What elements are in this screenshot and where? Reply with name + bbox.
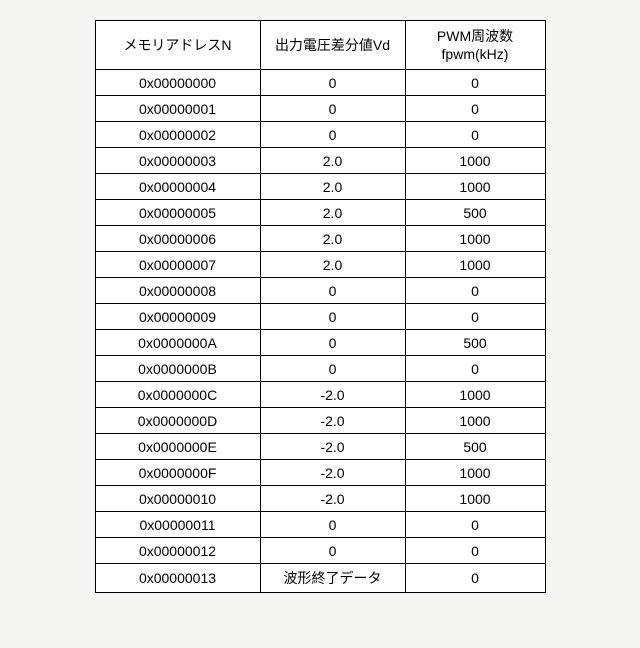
cell-fpwm: 1000: [405, 382, 545, 408]
cell-vd: -2.0: [260, 408, 405, 434]
table-row: 0x0000000100: [95, 96, 545, 122]
table-row: 0x0000000B00: [95, 356, 545, 382]
cell-vd: -2.0: [260, 434, 405, 460]
cell-vd: 0: [260, 70, 405, 96]
cell-fpwm: 1000: [405, 148, 545, 174]
cell-vd: 0: [260, 512, 405, 538]
table-row: 0x00000010-2.01000: [95, 486, 545, 512]
table-row: 0x0000000C-2.01000: [95, 382, 545, 408]
table-row: 0x0000001100: [95, 512, 545, 538]
cell-fpwm: 1000: [405, 226, 545, 252]
cell-fpwm: 1000: [405, 408, 545, 434]
cell-fpwm: 0: [405, 538, 545, 564]
cell-vd: -2.0: [260, 486, 405, 512]
cell-address: 0x0000000C: [95, 382, 260, 408]
cell-address: 0x00000005: [95, 200, 260, 226]
cell-address: 0x00000012: [95, 538, 260, 564]
cell-address: 0x00000009: [95, 304, 260, 330]
cell-vd: 0: [260, 538, 405, 564]
cell-vd: 0: [260, 330, 405, 356]
memory-address-table: メモリアドレスN 出力電圧差分値Vd PWM周波数fpwm(kHz) 0x000…: [95, 20, 546, 593]
cell-address: 0x00000004: [95, 174, 260, 200]
cell-vd: 2.0: [260, 252, 405, 278]
cell-fpwm: 0: [405, 70, 545, 96]
cell-fpwm: 0: [405, 304, 545, 330]
cell-fpwm: 1000: [405, 460, 545, 486]
table-row: 0x000000062.01000: [95, 226, 545, 252]
table-row: 0x0000001200: [95, 538, 545, 564]
cell-address: 0x00000000: [95, 70, 260, 96]
cell-vd: -2.0: [260, 382, 405, 408]
cell-address: 0x0000000D: [95, 408, 260, 434]
table-row: 0x000000072.01000: [95, 252, 545, 278]
cell-fpwm: 0: [405, 356, 545, 382]
header-row: メモリアドレスN 出力電圧差分値Vd PWM周波数fpwm(kHz): [95, 21, 545, 70]
table-row: 0x00000013波形終了データ0: [95, 564, 545, 593]
cell-address: 0x0000000B: [95, 356, 260, 382]
cell-address: 0x00000002: [95, 122, 260, 148]
cell-vd: -2.0: [260, 460, 405, 486]
cell-address: 0x0000000E: [95, 434, 260, 460]
cell-fpwm: 0: [405, 96, 545, 122]
cell-fpwm: 1000: [405, 486, 545, 512]
cell-vd: 波形終了データ: [260, 564, 405, 593]
cell-fpwm: 0: [405, 122, 545, 148]
table-row: 0x0000000E-2.0500: [95, 434, 545, 460]
cell-fpwm: 500: [405, 434, 545, 460]
cell-fpwm: 1000: [405, 174, 545, 200]
table-row: 0x0000000900: [95, 304, 545, 330]
header-memory-address: メモリアドレスN: [95, 21, 260, 70]
cell-address: 0x00000010: [95, 486, 260, 512]
table-row: 0x000000032.01000: [95, 148, 545, 174]
cell-address: 0x00000001: [95, 96, 260, 122]
cell-fpwm: 0: [405, 278, 545, 304]
cell-address: 0x00000008: [95, 278, 260, 304]
cell-address: 0x00000007: [95, 252, 260, 278]
cell-vd: 2.0: [260, 200, 405, 226]
header-pwm-frequency: PWM周波数fpwm(kHz): [405, 21, 545, 70]
cell-address: 0x00000011: [95, 512, 260, 538]
cell-vd: 0: [260, 356, 405, 382]
cell-address: 0x00000006: [95, 226, 260, 252]
table-body: 0x00000000000x00000001000x00000002000x00…: [95, 70, 545, 593]
table-row: 0x0000000F-2.01000: [95, 460, 545, 486]
table-row: 0x0000000D-2.01000: [95, 408, 545, 434]
cell-vd: 2.0: [260, 148, 405, 174]
cell-address: 0x00000003: [95, 148, 260, 174]
cell-address: 0x00000013: [95, 564, 260, 593]
cell-vd: 2.0: [260, 174, 405, 200]
cell-vd: 0: [260, 122, 405, 148]
cell-fpwm: 1000: [405, 252, 545, 278]
table-row: 0x0000000000: [95, 70, 545, 96]
cell-vd: 0: [260, 278, 405, 304]
cell-fpwm: 500: [405, 200, 545, 226]
cell-address: 0x0000000F: [95, 460, 260, 486]
table-row: 0x0000000800: [95, 278, 545, 304]
cell-fpwm: 500: [405, 330, 545, 356]
cell-vd: 2.0: [260, 226, 405, 252]
cell-fpwm: 0: [405, 564, 545, 593]
table-header: メモリアドレスN 出力電圧差分値Vd PWM周波数fpwm(kHz): [95, 21, 545, 70]
cell-vd: 0: [260, 96, 405, 122]
cell-fpwm: 0: [405, 512, 545, 538]
table-row: 0x0000000200: [95, 122, 545, 148]
table-row: 0x0000000A0500: [95, 330, 545, 356]
table-row: 0x000000052.0500: [95, 200, 545, 226]
table-row: 0x000000042.01000: [95, 174, 545, 200]
header-output-voltage-diff: 出力電圧差分値Vd: [260, 21, 405, 70]
cell-vd: 0: [260, 304, 405, 330]
cell-address: 0x0000000A: [95, 330, 260, 356]
